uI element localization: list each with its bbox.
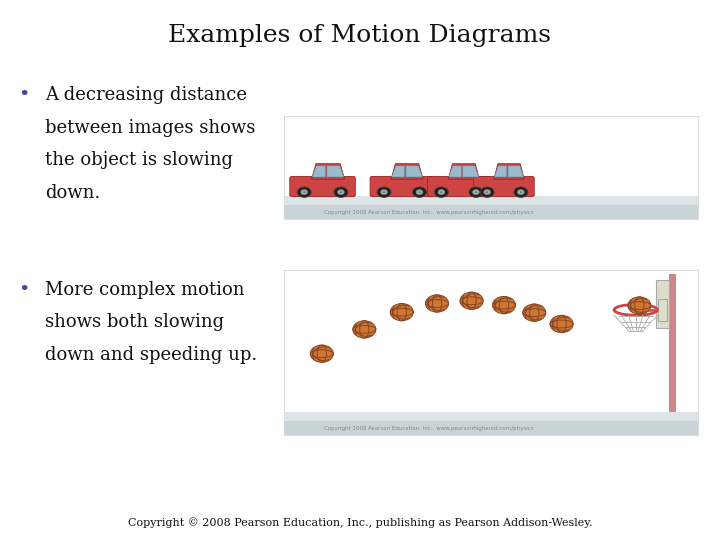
Circle shape bbox=[486, 191, 488, 193]
Circle shape bbox=[434, 187, 449, 198]
Circle shape bbox=[301, 190, 307, 195]
FancyBboxPatch shape bbox=[474, 177, 534, 197]
Text: A decreasing distance: A decreasing distance bbox=[45, 86, 248, 104]
Circle shape bbox=[469, 187, 483, 198]
FancyBboxPatch shape bbox=[370, 177, 433, 197]
Bar bbox=[284, 116, 698, 219]
Bar bbox=[284, 411, 698, 421]
Bar bbox=[284, 411, 698, 435]
Text: Examples of Motion Diagrams: Examples of Motion Diagrams bbox=[168, 24, 552, 48]
Polygon shape bbox=[312, 164, 345, 179]
Polygon shape bbox=[391, 164, 423, 179]
Circle shape bbox=[441, 191, 442, 193]
Polygon shape bbox=[463, 166, 479, 177]
Circle shape bbox=[472, 190, 480, 195]
Polygon shape bbox=[508, 166, 523, 177]
Circle shape bbox=[628, 297, 651, 314]
Circle shape bbox=[492, 296, 516, 314]
Circle shape bbox=[518, 190, 524, 195]
Circle shape bbox=[480, 187, 494, 198]
Circle shape bbox=[484, 190, 490, 195]
Circle shape bbox=[297, 187, 311, 198]
Text: Copyright 2008 Pearson Education, Inc., www.pearsonhighered.com/physics: Copyright 2008 Pearson Education, Inc., … bbox=[325, 427, 534, 431]
Text: between images shows: between images shows bbox=[45, 119, 256, 137]
Circle shape bbox=[523, 304, 546, 321]
Circle shape bbox=[426, 295, 449, 312]
Circle shape bbox=[338, 190, 344, 195]
Circle shape bbox=[438, 190, 445, 195]
Polygon shape bbox=[449, 164, 480, 179]
Bar bbox=[284, 270, 698, 435]
Text: More complex motion: More complex motion bbox=[45, 281, 245, 299]
Circle shape bbox=[381, 190, 387, 195]
Circle shape bbox=[514, 187, 528, 198]
Bar bbox=[669, 274, 676, 411]
Text: down and speeding up.: down and speeding up. bbox=[45, 346, 258, 363]
Circle shape bbox=[475, 191, 477, 193]
Circle shape bbox=[334, 187, 348, 198]
Bar bbox=[284, 196, 698, 219]
FancyBboxPatch shape bbox=[289, 177, 356, 197]
Circle shape bbox=[413, 187, 426, 198]
Text: Copyright 2008 Pearson Education, Inc., www.pearsonhighered.com/physics: Copyright 2008 Pearson Education, Inc., … bbox=[325, 211, 534, 215]
Bar bbox=[658, 299, 667, 321]
Bar bbox=[656, 280, 669, 328]
Bar bbox=[284, 196, 698, 205]
Circle shape bbox=[460, 292, 483, 309]
Polygon shape bbox=[327, 166, 344, 177]
Polygon shape bbox=[406, 166, 423, 177]
Text: the object is slowing: the object is slowing bbox=[45, 151, 233, 169]
Polygon shape bbox=[392, 166, 405, 177]
Circle shape bbox=[418, 191, 420, 193]
Text: •: • bbox=[18, 281, 30, 299]
Circle shape bbox=[550, 315, 573, 333]
Circle shape bbox=[340, 191, 342, 193]
Polygon shape bbox=[312, 166, 325, 177]
Text: down.: down. bbox=[45, 184, 101, 201]
Text: shows both slowing: shows both slowing bbox=[45, 313, 225, 331]
FancyBboxPatch shape bbox=[428, 177, 490, 197]
Circle shape bbox=[377, 187, 391, 198]
Polygon shape bbox=[494, 164, 524, 179]
Circle shape bbox=[383, 191, 385, 193]
Polygon shape bbox=[449, 166, 462, 177]
Circle shape bbox=[390, 303, 413, 321]
Text: •: • bbox=[18, 86, 30, 104]
Circle shape bbox=[353, 321, 376, 338]
Circle shape bbox=[520, 191, 522, 193]
Text: Copyright © 2008 Pearson Education, Inc., publishing as Pearson Addison-Wesley.: Copyright © 2008 Pearson Education, Inc.… bbox=[127, 517, 593, 528]
Circle shape bbox=[310, 345, 333, 362]
Circle shape bbox=[303, 191, 305, 193]
Polygon shape bbox=[495, 166, 507, 177]
Circle shape bbox=[416, 190, 423, 195]
